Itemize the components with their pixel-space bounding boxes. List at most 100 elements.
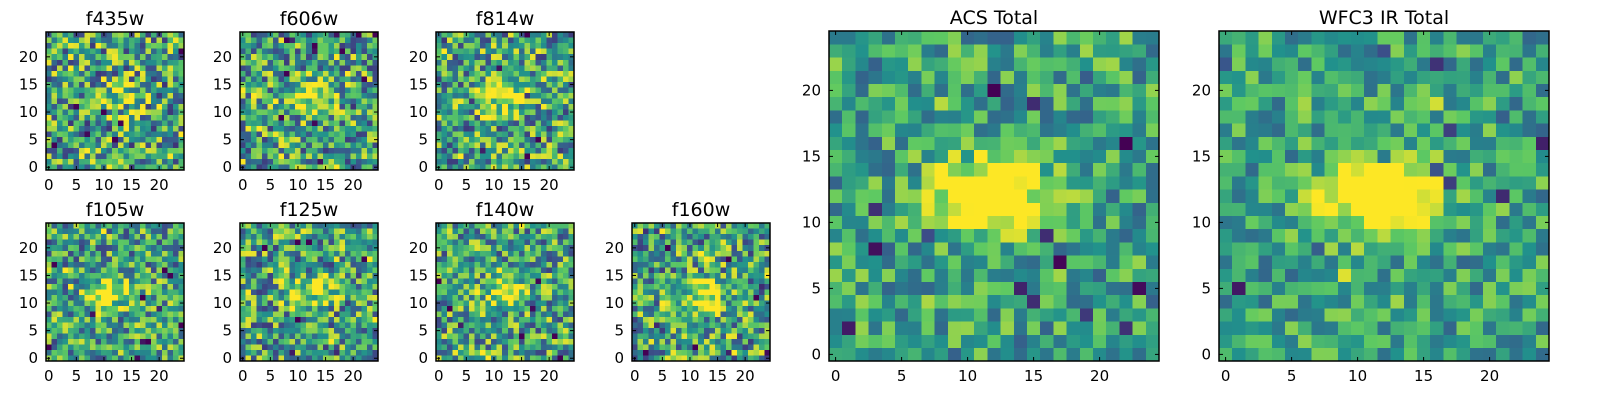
heatmap-cell	[284, 98, 290, 104]
heatmap-cell	[502, 158, 508, 165]
heatmap-cell	[447, 223, 453, 229]
heatmap-cell	[167, 153, 174, 160]
heatmap-cell	[529, 98, 536, 104]
heatmap-cell	[540, 294, 547, 301]
heatmap-cell	[167, 92, 174, 99]
heatmap-cell	[676, 234, 682, 240]
heatmap-cell	[551, 327, 558, 334]
heatmap-cell	[447, 283, 453, 290]
heatmap-cell	[350, 98, 357, 104]
heatmap-cell	[128, 250, 135, 257]
heatmap-cell	[714, 289, 721, 295]
heatmap-cell	[753, 333, 760, 340]
heatmap-cell	[372, 59, 379, 66]
heatmap-cell	[68, 250, 74, 257]
heatmap-cell	[758, 311, 765, 317]
heatmap-cell	[344, 43, 351, 49]
heatmap-cell	[562, 234, 569, 240]
heatmap-cell	[355, 333, 362, 340]
heatmap-cell	[648, 272, 655, 279]
heatmap-cell	[665, 283, 671, 290]
heatmap-cell	[51, 267, 58, 273]
heatmap-cell	[123, 344, 129, 351]
heatmap-cell	[117, 256, 124, 262]
heatmap-cell	[961, 176, 975, 190]
heatmap-cell	[474, 256, 481, 262]
heatmap-cell	[496, 327, 503, 334]
heatmap-cell	[361, 333, 368, 340]
heatmap-cell	[322, 125, 329, 132]
heatmap-cell	[161, 48, 168, 55]
heatmap-cell	[128, 333, 135, 340]
heatmap-cell	[665, 239, 671, 246]
heatmap-cell	[720, 283, 726, 290]
heatmap-cell	[709, 300, 715, 306]
heatmap-cell	[632, 311, 638, 317]
heatmap-cell	[491, 125, 497, 132]
heatmap-cell	[273, 245, 279, 251]
heatmap-cell	[311, 81, 318, 88]
heatmap-cell	[317, 239, 323, 246]
heatmap-cell	[101, 344, 107, 351]
y-tick-label: 15	[213, 75, 232, 93]
heatmap-cell	[518, 267, 525, 273]
heatmap-cell	[507, 305, 514, 312]
heatmap-cell	[117, 158, 124, 165]
heatmap-cell	[267, 48, 274, 55]
heatmap-cell	[436, 142, 442, 149]
heatmap-cell	[139, 70, 146, 77]
heatmap-cell	[518, 120, 525, 126]
heatmap-cell	[513, 228, 519, 235]
heatmap-cell	[267, 76, 274, 82]
heatmap-cell	[145, 142, 152, 149]
heatmap-cell	[1093, 334, 1107, 348]
heatmap-cell	[753, 250, 760, 257]
heatmap-cell	[95, 142, 102, 149]
heatmap-cell	[868, 321, 882, 335]
heatmap-cell	[145, 37, 152, 44]
heatmap-cell	[436, 349, 442, 356]
heatmap-cell	[273, 48, 279, 55]
heatmap-cell	[513, 283, 519, 290]
heatmap-cell	[452, 327, 459, 334]
heatmap-cell	[469, 103, 475, 110]
heatmap-cell	[829, 176, 843, 190]
heatmap-cell	[491, 294, 497, 301]
heatmap-cell	[947, 334, 962, 348]
heatmap-cell	[665, 256, 671, 262]
heatmap-cell	[507, 256, 514, 262]
heatmap-cell	[344, 283, 351, 290]
heatmap-cell	[469, 278, 475, 284]
heatmap-cell	[46, 316, 52, 323]
heatmap-cell	[452, 333, 459, 340]
heatmap-cell	[557, 338, 564, 345]
heatmap-cell	[1119, 268, 1133, 282]
heatmap-cell	[295, 59, 301, 66]
heatmap-cell	[57, 87, 63, 93]
heatmap-cell	[665, 250, 671, 257]
heatmap-cell	[562, 81, 569, 88]
heatmap-cell	[546, 81, 553, 88]
heatmap-cell	[441, 300, 448, 306]
heatmap-cell	[491, 234, 497, 240]
heatmap-cell	[278, 70, 285, 77]
heatmap-cell	[117, 81, 124, 88]
heatmap-cell	[546, 37, 553, 44]
heatmap-cell	[868, 334, 882, 348]
heatmap-cell	[112, 289, 118, 295]
heatmap-cell	[156, 283, 163, 290]
heatmap-cell	[540, 87, 547, 93]
heatmap-cell	[474, 333, 481, 340]
heatmap-cell	[670, 245, 677, 251]
heatmap-cell	[106, 32, 113, 38]
heatmap-cell	[46, 65, 52, 71]
heatmap-cell	[90, 98, 96, 104]
heatmap-cell	[300, 289, 307, 295]
heatmap-cell	[95, 338, 102, 345]
heatmap-cell	[1000, 321, 1014, 335]
heatmap-cell	[557, 164, 564, 171]
heatmap-cell	[68, 103, 74, 110]
heatmap-cell	[101, 158, 107, 165]
heatmap-cell	[947, 308, 962, 322]
